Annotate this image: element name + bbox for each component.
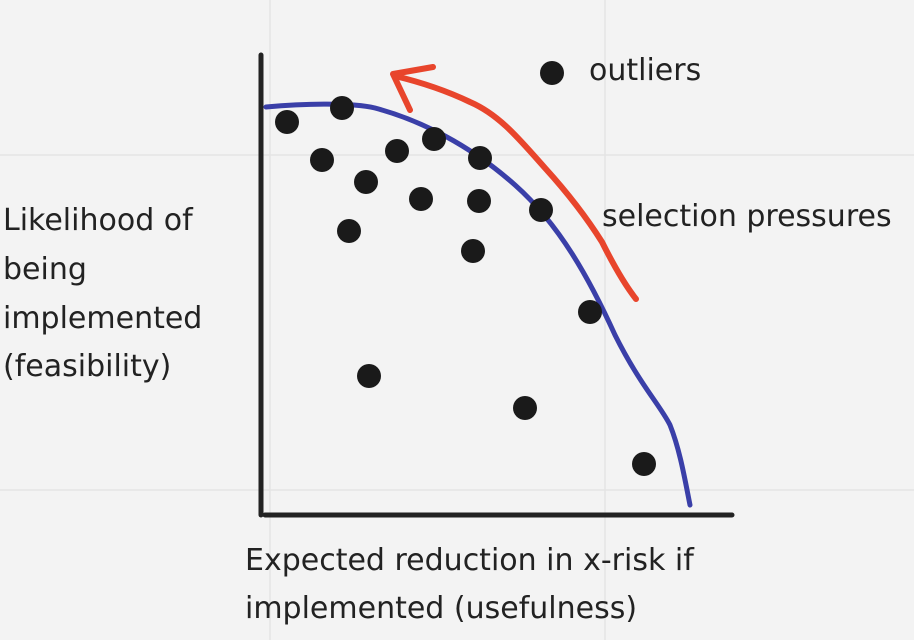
points (275, 61, 656, 476)
selection-arrow (390, 64, 639, 302)
frontier-curve (263, 101, 693, 508)
selection-label: selection pressures (602, 199, 892, 234)
axes (258, 52, 735, 518)
y-axis-label: implemented (3, 301, 202, 336)
y-axis-label: being (3, 252, 87, 287)
x-axis-label: implemented (usefulness) (245, 591, 637, 626)
y-axis-label: (feasibility) (3, 349, 171, 384)
x-axis-label: Expected reduction in x-risk if (245, 543, 695, 578)
outliers-label: outliers (589, 53, 701, 88)
y-axis-label: Likelihood of (3, 203, 194, 238)
